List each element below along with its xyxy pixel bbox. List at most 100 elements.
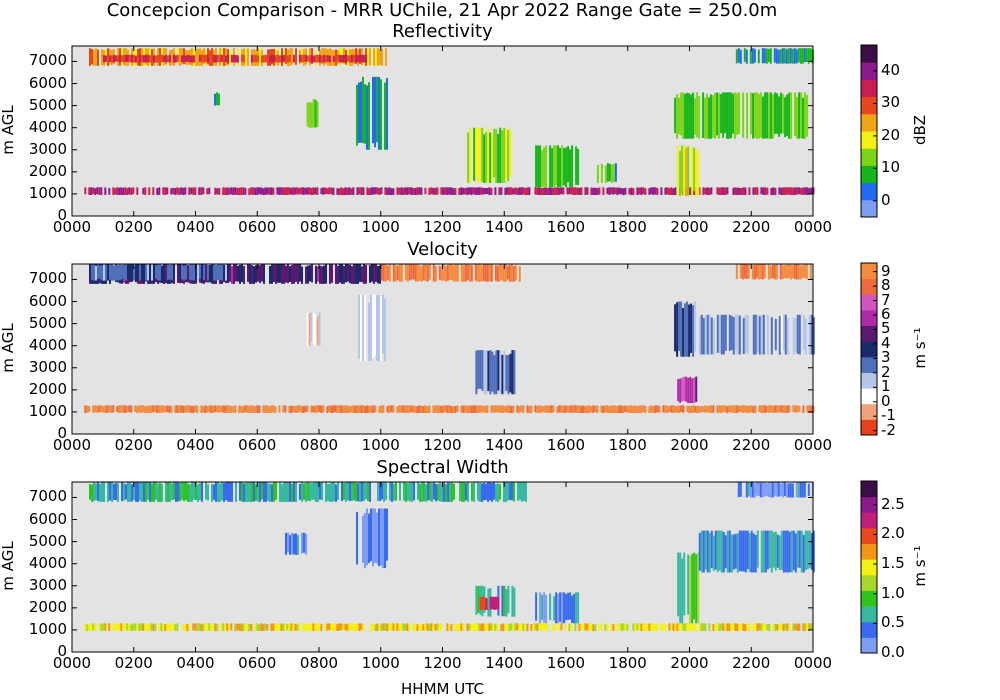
heatmap-cell — [250, 54, 253, 63]
heatmap-cell — [489, 350, 492, 395]
heatmap-cell — [282, 55, 285, 62]
heatmap-cell — [722, 314, 725, 355]
heatmap-cell — [702, 317, 705, 355]
heatmap-cell — [662, 405, 665, 413]
heatmap-cell — [746, 405, 749, 414]
heatmap-cell — [748, 532, 751, 572]
heatmap-cell — [687, 377, 690, 404]
heatmap-cell — [95, 48, 97, 66]
heatmap-cell — [312, 406, 315, 413]
heatmap-cell — [808, 188, 811, 195]
heatmap-cell — [810, 187, 813, 195]
heatmap-cell — [650, 405, 653, 413]
heatmap-cell — [366, 508, 368, 566]
heatmap-cell — [212, 624, 215, 632]
heatmap-cell — [784, 405, 787, 413]
heatmap-cell — [124, 405, 127, 413]
heatmap-cell — [344, 623, 347, 631]
heatmap-cell — [240, 54, 243, 62]
heatmap-cell — [702, 530, 705, 573]
heatmap-cell — [798, 92, 801, 139]
heatmap-cell — [495, 484, 497, 502]
heatmap-cell — [788, 623, 791, 631]
heatmap-cell — [263, 482, 265, 502]
heatmap-cell — [407, 483, 409, 501]
heatmap-cell — [806, 405, 809, 413]
heatmap-cell — [752, 533, 755, 573]
heatmap-cell — [461, 482, 463, 502]
x-tick-label: 2000 — [670, 218, 709, 236]
heatmap-cell — [122, 405, 125, 413]
heatmap-cell — [372, 508, 374, 567]
heatmap-cell — [712, 535, 715, 571]
heatmap-cell — [238, 187, 241, 196]
heatmap-cell — [780, 187, 783, 195]
heatmap-cell — [753, 264, 756, 280]
heatmap-cell — [443, 482, 445, 502]
heatmap-cell — [504, 406, 507, 413]
heatmap-cell — [686, 405, 689, 413]
heatmap-cell — [418, 187, 421, 195]
heatmap-cell — [441, 483, 443, 502]
heatmap-cell — [503, 127, 506, 183]
heatmap-cell — [229, 264, 231, 282]
heatmap-cell — [432, 264, 435, 282]
colorbar-swatch — [861, 527, 877, 545]
heatmap-cell — [92, 623, 95, 631]
heatmap-cell — [314, 54, 317, 63]
heatmap-cell — [573, 593, 576, 624]
heatmap-cell — [300, 54, 303, 63]
heatmap-cell — [691, 553, 694, 624]
heatmap-cell — [544, 623, 547, 631]
heatmap-cell — [769, 482, 772, 498]
colorbar-swatch — [861, 496, 877, 513]
heatmap-cell — [779, 264, 782, 280]
heatmap-cell — [178, 188, 181, 196]
heatmap-cell — [284, 187, 287, 195]
heatmap-cell — [238, 623, 241, 631]
heatmap-cell — [802, 534, 805, 573]
heatmap-cell — [354, 55, 357, 63]
heatmap-cell — [632, 188, 635, 195]
heatmap-cell — [421, 482, 423, 502]
heatmap-cell — [604, 165, 607, 183]
heatmap-cell — [660, 187, 663, 195]
heatmap-cell — [155, 482, 157, 500]
heatmap-cell — [364, 294, 366, 362]
heatmap-cell — [151, 483, 153, 502]
heatmap-cell — [740, 188, 743, 195]
heatmap-cell — [684, 303, 687, 357]
heatmap-cell — [560, 623, 563, 631]
heatmap-cell — [98, 187, 101, 195]
heatmap-cell — [206, 623, 209, 631]
heatmap-cell — [94, 405, 97, 413]
heatmap-cell — [359, 264, 361, 282]
heatmap-cell — [710, 405, 713, 413]
heatmap-cell — [308, 102, 311, 128]
heatmap-cell — [678, 405, 681, 413]
heatmap-cell — [636, 406, 639, 413]
heatmap-cell — [564, 623, 567, 631]
heatmap-cell — [161, 484, 163, 502]
heatmap-cell — [722, 623, 725, 631]
heatmap-cell — [191, 264, 193, 280]
x-tick-label: 1800 — [608, 436, 647, 454]
heatmap-cell — [698, 532, 701, 571]
heatmap-cell — [797, 482, 800, 498]
heatmap-cell — [568, 623, 571, 631]
heatmap-cell — [476, 623, 479, 631]
heatmap-cell — [522, 187, 525, 195]
heatmap-cell — [298, 188, 301, 195]
heatmap-cell — [716, 623, 719, 631]
heatmap-cell — [164, 624, 167, 632]
heatmap-cell — [172, 623, 175, 631]
heatmap-cell — [194, 405, 197, 413]
heatmap-cell — [610, 187, 613, 195]
heatmap-cell — [306, 624, 309, 631]
heatmap-cell — [142, 623, 145, 631]
heatmap-cell — [654, 624, 657, 631]
heatmap-cell — [796, 314, 799, 354]
heatmap-cell — [504, 187, 507, 195]
heatmap-cell — [247, 48, 249, 66]
heatmap-cell — [702, 92, 705, 138]
